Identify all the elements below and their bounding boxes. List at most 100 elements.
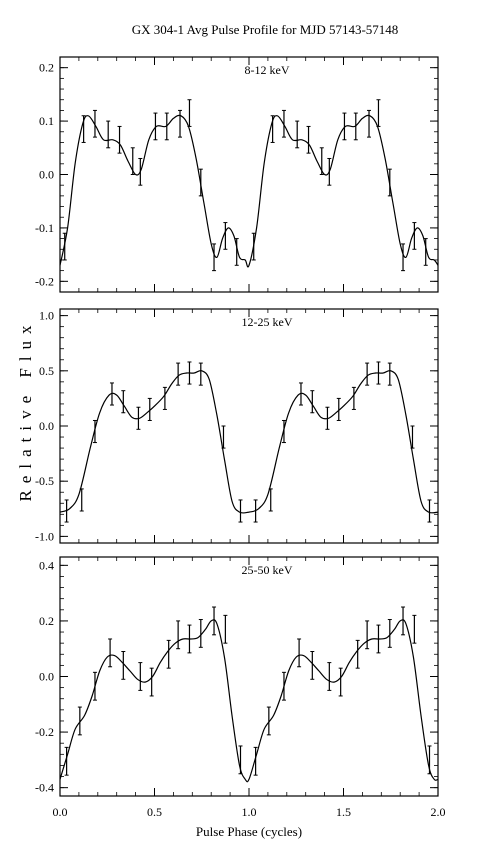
error-bar xyxy=(136,406,141,430)
panel-frame xyxy=(59,308,439,544)
error-bar xyxy=(319,147,324,175)
error-bar xyxy=(178,109,183,138)
y-tick-label: 0.0 xyxy=(39,419,54,433)
error-bar xyxy=(365,362,370,386)
error-bar xyxy=(64,746,69,776)
x-tick-label: 1.0 xyxy=(242,805,257,819)
error-bar xyxy=(376,624,381,654)
panel-2: 1.0 0.5 0.0 -0.5 -1.0 12-25 keV xyxy=(35,308,439,544)
error-bar xyxy=(77,706,82,736)
error-bar xyxy=(198,168,203,197)
error-bar xyxy=(198,362,203,386)
panels: 0.2 0.1 0.0 -0.1 -0.2 8-12 keV 1.0 0.5 0.0 -0.5 -1… xyxy=(35,56,446,819)
y-tick-label: 0.0 xyxy=(39,670,54,684)
error-bar xyxy=(166,639,171,669)
error-bar xyxy=(427,499,432,523)
error-bar xyxy=(327,157,332,186)
error-bar xyxy=(412,614,417,644)
model-curve xyxy=(59,619,439,783)
error-bar xyxy=(138,662,143,691)
error-bar xyxy=(147,397,152,421)
x-tick-label: 0.0 xyxy=(53,805,68,819)
error-bar xyxy=(109,382,114,406)
error-bar xyxy=(387,362,392,386)
error-bar xyxy=(401,243,406,272)
error-bar xyxy=(353,112,358,141)
error-bar xyxy=(162,386,167,410)
error-bar xyxy=(427,745,432,775)
error-bar xyxy=(401,606,406,636)
error-bar xyxy=(176,620,181,650)
y-tick-label: 0.2 xyxy=(39,614,54,628)
model-curve xyxy=(59,114,439,268)
y-tick-label: 0.4 xyxy=(39,558,54,572)
error-bar xyxy=(295,120,300,149)
error-bar xyxy=(342,112,347,141)
y-tick-label: 0.1 xyxy=(39,114,54,128)
error-bar xyxy=(223,222,228,250)
error-bar xyxy=(270,115,275,143)
error-bar xyxy=(106,120,111,149)
error-bar xyxy=(79,488,84,512)
error-bar xyxy=(81,115,86,143)
error-bar xyxy=(268,488,273,512)
error-bar xyxy=(387,168,392,197)
error-bar xyxy=(376,99,381,127)
error-bar xyxy=(367,109,372,138)
y-tick-label: -0.2 xyxy=(35,274,54,288)
error-bar xyxy=(376,361,381,385)
error-bar xyxy=(187,361,192,385)
error-bar xyxy=(176,362,181,386)
error-bar xyxy=(281,419,286,444)
error-bar xyxy=(412,222,417,250)
y-tick-label: 0.0 xyxy=(39,168,54,182)
error-bar xyxy=(281,671,286,701)
y-axis-label: Relative Flux xyxy=(16,318,35,501)
error-bar xyxy=(92,671,97,701)
error-bar xyxy=(423,238,428,266)
error-bar xyxy=(238,745,243,775)
y-tick-label: -0.1 xyxy=(35,221,54,235)
error-bar xyxy=(149,667,154,697)
error-bar xyxy=(306,125,311,154)
error-bar xyxy=(336,397,341,421)
error-bar xyxy=(64,499,69,523)
error-bar xyxy=(187,624,192,654)
error-bar xyxy=(238,499,243,523)
error-bar xyxy=(338,667,343,697)
error-bar xyxy=(410,425,415,449)
error-bar xyxy=(187,99,192,127)
y-tick-label: 0.5 xyxy=(39,364,54,378)
error-bar xyxy=(130,147,135,175)
error-bar xyxy=(325,406,330,430)
error-bar xyxy=(387,619,392,648)
error-bar xyxy=(117,125,122,154)
y-tick-label: -0.2 xyxy=(35,725,54,739)
x-tick-label: 0.5 xyxy=(147,805,162,819)
y-tick-label: -1.0 xyxy=(35,529,54,543)
error-bar xyxy=(138,157,143,186)
error-bar xyxy=(198,619,203,648)
error-bar xyxy=(108,638,113,668)
panel-label: 12-25 keV xyxy=(242,315,293,329)
error-bar xyxy=(212,606,217,636)
error-bar xyxy=(327,662,332,691)
x-tick-label: 2.0 xyxy=(431,805,446,819)
error-bar xyxy=(234,238,239,266)
error-bar xyxy=(281,109,286,138)
y-tick-label: -0.4 xyxy=(35,781,54,795)
error-bar xyxy=(212,243,217,272)
error-bar xyxy=(253,499,258,523)
error-bar xyxy=(221,425,226,449)
x-axis-label: Pulse Phase (cycles) xyxy=(196,824,302,839)
y-tick-label: -0.5 xyxy=(35,474,54,488)
error-bar xyxy=(223,614,228,644)
error-bar xyxy=(310,650,315,680)
error-bar xyxy=(251,232,256,261)
error-bar xyxy=(297,638,302,668)
error-bar xyxy=(266,706,271,736)
error-bar xyxy=(92,419,97,444)
y-tick-label: 1.0 xyxy=(39,309,54,323)
error-bar xyxy=(121,650,126,680)
